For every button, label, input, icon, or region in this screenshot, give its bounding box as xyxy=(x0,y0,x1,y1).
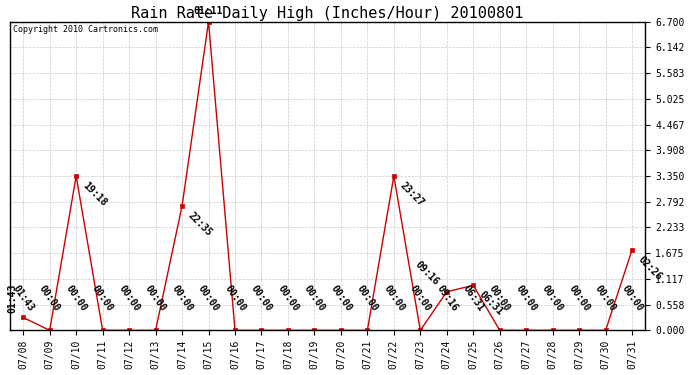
Text: 00:00: 00:00 xyxy=(566,284,592,314)
Text: 00:00: 00:00 xyxy=(620,284,644,314)
Text: 00:00: 00:00 xyxy=(328,284,353,314)
Text: 23:27: 23:27 xyxy=(398,180,426,208)
Text: 00:00: 00:00 xyxy=(275,284,300,314)
Text: 00:00: 00:00 xyxy=(355,284,380,314)
Text: 09:16: 09:16 xyxy=(434,284,460,314)
Text: 00:00: 00:00 xyxy=(249,284,274,314)
Text: 00:00: 00:00 xyxy=(513,284,539,314)
Text: 00:00: 00:00 xyxy=(90,284,115,314)
Text: 00:00: 00:00 xyxy=(408,284,433,314)
Text: 06:31: 06:31 xyxy=(477,290,505,317)
Text: 22:35: 22:35 xyxy=(186,210,214,238)
Text: 01:11: 01:11 xyxy=(194,6,223,16)
Text: 02:26: 02:26 xyxy=(636,254,664,282)
Text: 00:00: 00:00 xyxy=(143,284,168,314)
Text: 00:00: 00:00 xyxy=(382,284,406,314)
Text: 01:43: 01:43 xyxy=(10,284,36,314)
Text: 06:31: 06:31 xyxy=(461,284,486,314)
Text: 00:00: 00:00 xyxy=(222,284,248,314)
Text: 09:16: 09:16 xyxy=(413,260,441,288)
Text: 19:18: 19:18 xyxy=(80,180,108,208)
Text: 00:00: 00:00 xyxy=(593,284,618,314)
Text: 01:43: 01:43 xyxy=(8,284,18,314)
Text: 00:00: 00:00 xyxy=(170,284,195,314)
Text: 00:00: 00:00 xyxy=(37,284,62,314)
Title: Rain Rate Daily High (Inches/Hour) 20100801: Rain Rate Daily High (Inches/Hour) 20100… xyxy=(132,6,524,21)
Text: Copyright 2010 Cartronics.com: Copyright 2010 Cartronics.com xyxy=(13,25,158,34)
Text: 00:00: 00:00 xyxy=(487,284,512,314)
Text: 00:00: 00:00 xyxy=(117,284,141,314)
Text: 00:00: 00:00 xyxy=(63,284,89,314)
Text: 00:00: 00:00 xyxy=(196,284,221,314)
Text: 00:00: 00:00 xyxy=(302,284,327,314)
Text: 00:00: 00:00 xyxy=(540,284,565,314)
